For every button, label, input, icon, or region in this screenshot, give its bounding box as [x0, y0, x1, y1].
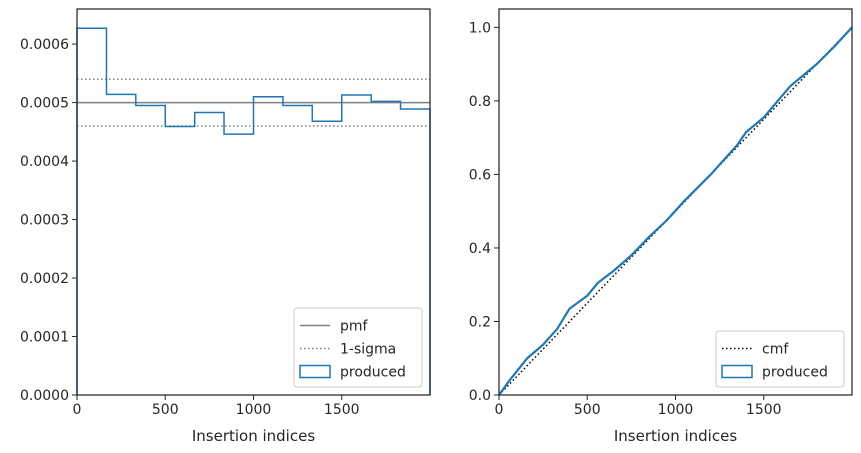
- left-legend-swatch-produced: [299, 364, 331, 379]
- right-ytick-label: 0.0: [469, 388, 491, 404]
- right-ytick-label: 0.2: [469, 314, 491, 330]
- left-ytick-label: 0.0006: [20, 37, 69, 53]
- right-xtick-label: 1000: [658, 402, 694, 418]
- left-plot-frame: [76, 8, 431, 396]
- right-legend-label-cmf: cmf: [762, 342, 789, 358]
- left-xtick-label: 1500: [324, 402, 360, 418]
- right-chart-cumulative: 0 500 1000 1500 0.0 0.2 0.4 0.6 0.8 1.0 Insertion …: [469, 8, 853, 445]
- left-legend-label-produced: produced: [340, 365, 406, 381]
- left-ytick-label: 0.0001: [20, 330, 69, 346]
- left-ytick-label: 0.0002: [20, 271, 69, 287]
- produced-cumulative-line: [498, 26, 853, 396]
- right-xtick-label: 1500: [746, 402, 782, 418]
- left-ytick-label: 0.0000: [20, 388, 69, 404]
- right-x-axis-label: Insertion indices: [614, 427, 737, 445]
- right-ytick-label: 0.4: [469, 241, 491, 257]
- right-legend-swatch-produced: [721, 364, 753, 379]
- left-xtick-label: 0: [73, 402, 82, 418]
- right-ytick-label: 0.8: [469, 94, 491, 110]
- right-plot-frame: [498, 8, 853, 396]
- left-x-axis-label: Insertion indices: [192, 427, 315, 445]
- left-xtick-label: 1000: [236, 402, 272, 418]
- right-ytick-label: 0.6: [469, 167, 491, 183]
- left-chart-histogram: 0 500 1000 1500 0.0000 0.0001 0.0002 0.0003 0.00…: [20, 8, 431, 445]
- right-xtick-label: 0: [495, 402, 504, 418]
- left-legend-label-pmf: pmf: [340, 319, 369, 335]
- cmf-line: [498, 26, 853, 396]
- left-ytick-label: 0.0003: [20, 213, 69, 229]
- right-legend-box: [715, 330, 845, 388]
- left-legend-label-1-sigma: 1-sigma: [340, 342, 396, 358]
- right-xtick-label: 500: [574, 402, 601, 418]
- left-legend-box: [293, 307, 423, 388]
- left-ytick-label: 0.0004: [20, 154, 69, 170]
- right-ytick-label: 1.0: [469, 20, 491, 36]
- left-xtick-label: 500: [152, 402, 179, 418]
- produced-histogram: [76, 27, 431, 395]
- left-ytick-label: 0.0005: [20, 96, 69, 112]
- right-legend-label-produced: produced: [762, 365, 828, 381]
